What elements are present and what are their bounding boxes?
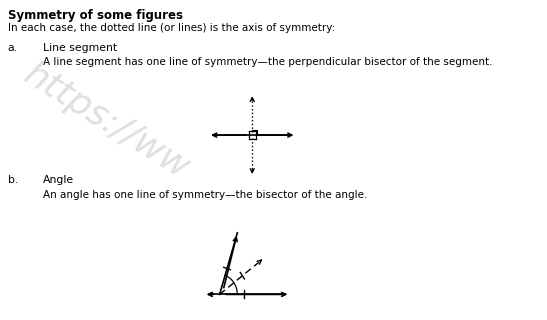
Text: Line segment: Line segment <box>43 43 117 52</box>
Text: b.: b. <box>8 175 18 185</box>
Text: A line segment has one line of symmetry—the perpendicular bisector of the segmen: A line segment has one line of symmetry—… <box>43 58 492 68</box>
Text: https://ww: https://ww <box>18 58 196 186</box>
Text: Symmetry of some figures: Symmetry of some figures <box>8 9 183 22</box>
Text: In each case, the dotted line (or lines) is the axis of symmetry:: In each case, the dotted line (or lines)… <box>8 23 335 33</box>
Text: a.: a. <box>8 43 18 52</box>
Text: Angle: Angle <box>43 175 74 185</box>
Text: An angle has one line of symmetry—the bisector of the angle.: An angle has one line of symmetry—the bi… <box>43 190 368 200</box>
